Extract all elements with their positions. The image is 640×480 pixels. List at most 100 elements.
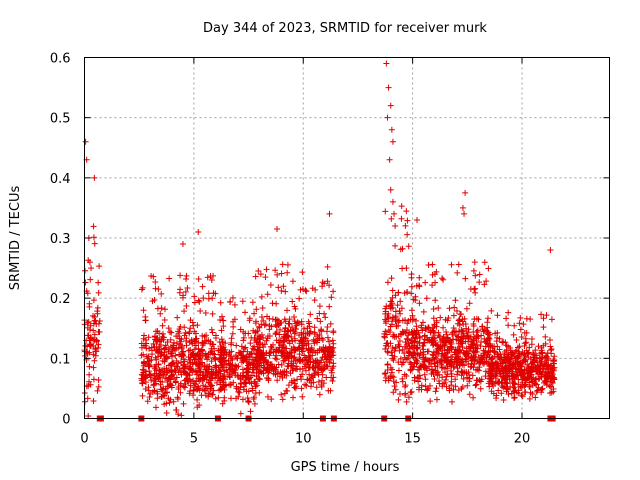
data-point	[266, 365, 273, 372]
data-point	[304, 376, 311, 383]
data-point	[326, 282, 333, 289]
data-point	[256, 336, 263, 343]
data-point	[476, 279, 483, 286]
y-tick-label: 0.6	[50, 52, 71, 67]
data-point	[458, 372, 465, 379]
data-point	[181, 384, 188, 391]
data-point	[550, 366, 557, 373]
data-point	[286, 340, 293, 347]
data-point	[387, 304, 394, 311]
data-point	[146, 371, 153, 378]
data-point	[401, 383, 408, 390]
data-point	[520, 321, 527, 328]
data-point	[537, 354, 544, 361]
data-point	[330, 374, 337, 381]
data-point	[280, 357, 287, 364]
data-point	[393, 379, 400, 386]
data-point	[168, 329, 175, 336]
data-point	[252, 383, 259, 390]
data-point	[161, 316, 168, 323]
data-point	[411, 338, 418, 345]
data-point	[256, 389, 263, 396]
data-point	[499, 339, 506, 346]
data-point	[182, 329, 189, 336]
data-point	[521, 343, 528, 350]
data-point	[420, 364, 427, 371]
data-point	[183, 303, 190, 310]
data-point	[152, 328, 159, 335]
data-point	[382, 316, 389, 323]
data-point	[398, 215, 405, 222]
data-point	[483, 327, 490, 334]
data-point	[280, 283, 287, 290]
data-point	[431, 375, 438, 382]
data-point	[88, 265, 95, 272]
data-point	[430, 305, 437, 312]
data-point	[527, 316, 534, 323]
data-point	[260, 364, 267, 371]
data-point	[239, 396, 246, 403]
data-point	[500, 396, 507, 403]
data-point	[403, 398, 410, 405]
data-point	[90, 364, 97, 371]
data-point	[528, 378, 535, 385]
data-point	[310, 347, 317, 354]
data-point	[254, 366, 261, 373]
data-point	[193, 378, 200, 385]
data-point	[316, 391, 323, 398]
data-point	[480, 352, 487, 359]
data-point	[395, 341, 402, 348]
data-point	[154, 395, 161, 402]
data-point	[529, 390, 536, 397]
data-point	[452, 376, 459, 383]
data-point	[228, 395, 235, 402]
grid-layer	[84, 57, 610, 419]
data-point	[180, 362, 187, 369]
data-point	[519, 393, 526, 400]
data-point	[517, 314, 524, 321]
data-point	[223, 367, 230, 374]
data-point	[436, 371, 443, 378]
data-point	[404, 217, 411, 224]
data-point	[245, 398, 252, 405]
data-point	[217, 299, 224, 306]
data-point	[508, 351, 515, 358]
data-point	[302, 354, 309, 361]
data-point	[86, 378, 93, 385]
y-tick-label: 0.1	[50, 352, 71, 367]
data-point	[409, 316, 416, 323]
data-point	[194, 351, 201, 358]
data-point	[547, 390, 554, 397]
data-point	[550, 388, 557, 395]
data-point	[255, 361, 262, 368]
data-point	[389, 287, 396, 294]
data-point	[388, 321, 395, 328]
data-point	[258, 293, 265, 300]
data-point	[479, 326, 486, 333]
data-point	[533, 375, 540, 382]
data-point	[90, 327, 97, 334]
data-point	[429, 282, 436, 289]
data-point	[543, 312, 550, 319]
data-point	[436, 378, 443, 385]
data-point	[551, 353, 558, 360]
data-point	[156, 330, 163, 337]
data-point	[187, 317, 194, 324]
data-point	[525, 373, 532, 380]
data-point	[268, 396, 275, 403]
data-point	[244, 395, 251, 402]
data-point	[151, 344, 158, 351]
data-point	[454, 371, 461, 378]
data-point	[402, 392, 409, 399]
data-point	[173, 374, 180, 381]
data-point	[217, 347, 224, 354]
data-point	[221, 394, 228, 401]
data-point	[191, 328, 198, 335]
data-point	[150, 273, 157, 280]
data-point	[495, 387, 502, 394]
data-point	[447, 343, 454, 350]
data-point	[395, 359, 402, 366]
data-point	[481, 259, 488, 266]
data-point	[84, 324, 91, 331]
data-point	[279, 344, 286, 351]
